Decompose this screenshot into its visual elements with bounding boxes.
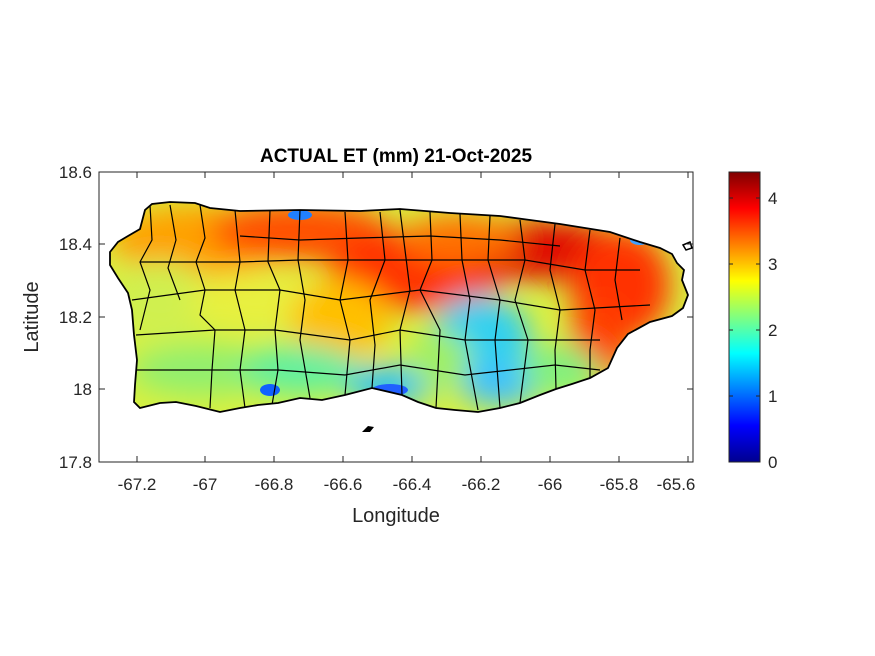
- islet-culebra: [681, 240, 693, 251]
- y-axis: [99, 171, 693, 463]
- y-tick-label: 17.8: [59, 453, 92, 472]
- colorbar-ticks: [729, 197, 760, 397]
- x-axis: [136, 172, 689, 462]
- colorbar-tick-label: 1: [768, 387, 777, 406]
- colorbar-tick-label: 2: [768, 321, 777, 340]
- colorbar-tick-label: 4: [768, 189, 777, 208]
- y-axis-label: Latitude: [21, 281, 43, 352]
- x-tick-label: -66: [538, 475, 563, 494]
- chart-title: ACTUAL ET (mm) 21-Oct-2025: [260, 146, 532, 167]
- x-tick-label: -65.8: [600, 475, 639, 494]
- x-tick-label: -66.6: [324, 475, 363, 494]
- colorbar-tick-label: 3: [768, 255, 777, 274]
- x-tick-label: -66.2: [462, 475, 501, 494]
- x-axis-label: Longitude: [352, 505, 440, 527]
- x-tick-label: -66.8: [255, 475, 294, 494]
- x-tick-label: -65.6: [657, 475, 696, 494]
- colorbar-tick-label: 0: [768, 453, 777, 472]
- y-tick-label: 18.4: [59, 235, 92, 254]
- x-tick-label: -67.2: [118, 475, 157, 494]
- y-tick-label: 18.6: [59, 163, 92, 182]
- y-tick-label: 18.2: [59, 308, 92, 327]
- municipal-boundaries: [131, 204, 651, 411]
- islet-caja-de-muertos: [362, 426, 374, 432]
- x-tick-label: -66.4: [393, 475, 432, 494]
- y-tick-label: 18: [73, 380, 92, 399]
- colorbar: [728, 171, 761, 463]
- x-tick-label: -67: [193, 475, 218, 494]
